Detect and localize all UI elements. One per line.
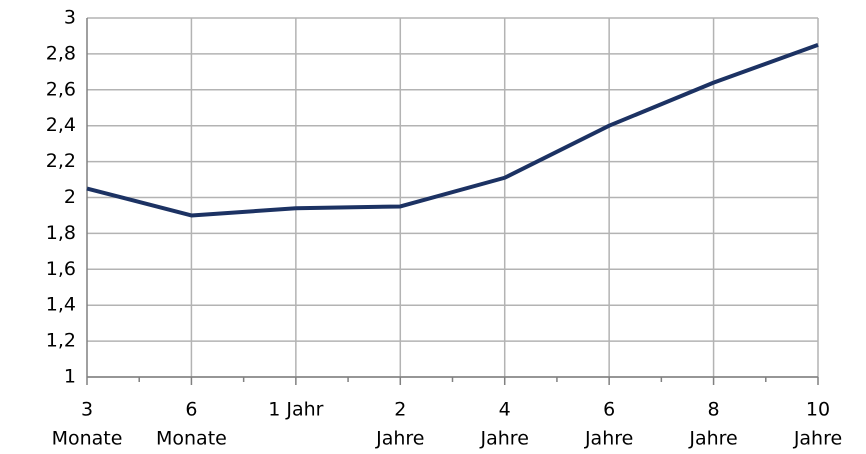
- data-line: [86, 43, 819, 218]
- y-tick-label: 2,4: [46, 114, 76, 136]
- y-tick-label: 2,6: [46, 78, 76, 100]
- y-tick-label: 1,8: [46, 222, 76, 244]
- x-tick-label: Jahre: [688, 428, 737, 450]
- y-tick-label: 2,2: [46, 150, 76, 172]
- y-tick-label: 3: [64, 7, 76, 29]
- x-tick-label: Jahre: [375, 428, 424, 450]
- x-tick-label: 2: [394, 399, 406, 421]
- x-tick-label: 4: [499, 399, 511, 421]
- x-tick-label: Jahre: [584, 428, 633, 450]
- x-tick-label: 10: [806, 399, 830, 421]
- y-tick-label: 1,6: [46, 258, 76, 280]
- y-tick-label: 1,4: [46, 294, 76, 316]
- x-tick-label: 6: [603, 399, 615, 421]
- y-tick-label: 1,2: [46, 330, 76, 352]
- x-tick-label: 1 Jahr: [268, 399, 323, 421]
- x-tick-label: Monate: [52, 428, 123, 450]
- x-tick-label: 6: [185, 399, 197, 421]
- y-tick-label: 1: [64, 366, 76, 388]
- x-tick-label: Monate: [156, 428, 227, 450]
- x-tick-label: Jahre: [793, 428, 842, 450]
- y-tick-label: 2,8: [46, 42, 76, 64]
- y-tick-label: 2: [64, 186, 76, 208]
- x-tick-label: Jahre: [480, 428, 529, 450]
- x-tick-label: 8: [708, 399, 720, 421]
- x-tick-label: 3: [81, 399, 93, 421]
